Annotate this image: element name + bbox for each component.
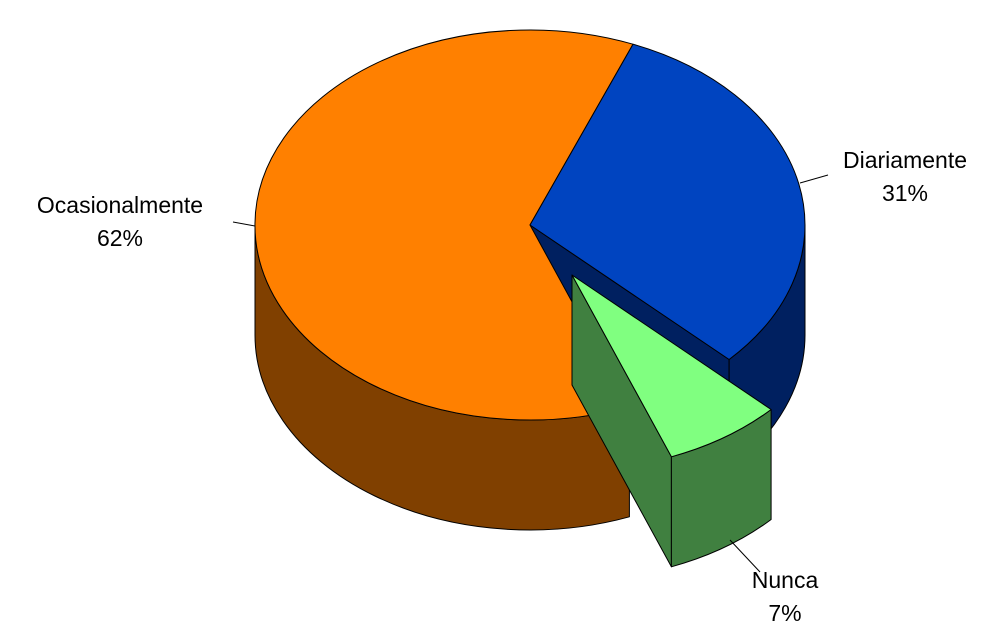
value-label: 62% bbox=[97, 225, 143, 251]
leader-line bbox=[729, 539, 761, 573]
slice bbox=[529, 43, 806, 360]
value-label: 7% bbox=[768, 600, 801, 626]
slice-label: Ocasionalmente bbox=[37, 192, 203, 218]
slice-label: Nunca bbox=[752, 567, 819, 593]
slice bbox=[254, 29, 634, 421]
slice-label: Diariamente bbox=[843, 147, 967, 173]
slice bbox=[571, 274, 772, 458]
value-label: 31% bbox=[882, 180, 928, 206]
leader-line bbox=[232, 221, 256, 227]
leader-line bbox=[799, 174, 829, 184]
